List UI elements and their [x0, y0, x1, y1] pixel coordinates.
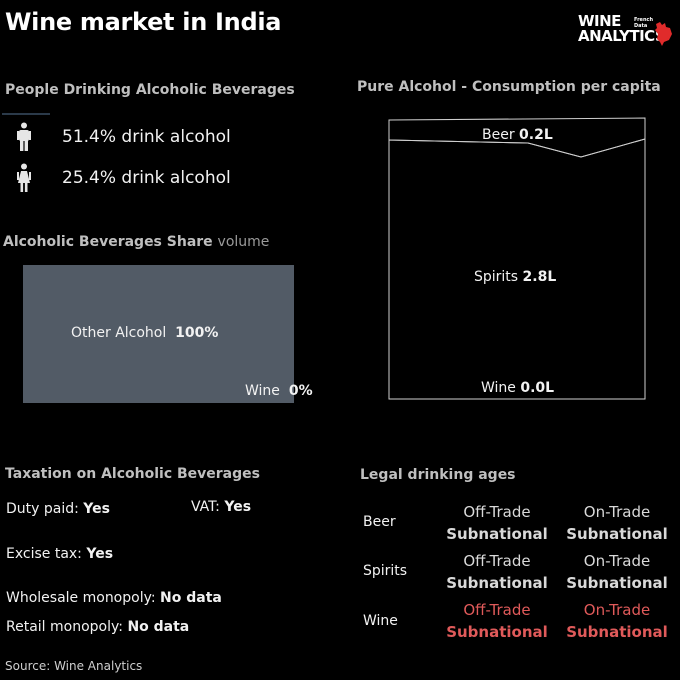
pure-beer-name: Beer [482, 127, 515, 143]
age-wine-off-trade: Off-Trade Subnational [432, 599, 562, 643]
pure-spirits-name: Spirits [474, 269, 519, 285]
age-spirits-off-value: Subnational [446, 574, 548, 592]
age-wine-off-label: Off-Trade [463, 601, 531, 619]
people-underline [2, 113, 50, 115]
age-row-beer-label: Beer [363, 514, 396, 530]
tax-vat-value: Yes [224, 499, 252, 515]
share-heading: Alcoholic Beverages Share volume [3, 234, 269, 250]
pure-heading: Pure Alcohol - Consumption per capita [357, 79, 661, 95]
male-row: 51.4% drink alcohol [16, 122, 231, 152]
logo-sub2: Data [634, 23, 648, 29]
age-row-spirits-label: Spirits [363, 563, 408, 579]
share-label-wine: Wine 0% [245, 383, 313, 399]
age-beer-on-value: Subnational [566, 525, 668, 543]
age-spirits-off-trade: Off-Trade Subnational [432, 550, 562, 594]
tax-wholesale: Wholesale monopoly: No data [6, 590, 222, 606]
tax-excise: Excise tax: Yes [6, 546, 113, 562]
age-wine-on-label: On-Trade [583, 601, 651, 619]
logo-line2: ANALYTICS [578, 27, 666, 45]
share-wine-value: 0% [288, 383, 313, 399]
share-other-value: 100% [175, 325, 219, 341]
pure-wine-value: 0.0L [520, 380, 555, 396]
pure-beer-value: 0.2L [519, 127, 553, 143]
female-row: 25.4% drink alcohol [16, 163, 231, 193]
tax-retail-value: No data [127, 619, 190, 635]
pure-label-spirits: Spirits 2.8L [474, 269, 556, 285]
logo-text: WINE ANALYTICS [578, 12, 666, 45]
tax-vat-label: VAT: [191, 499, 220, 515]
age-beer-on-trade: On-Trade Subnational [552, 501, 680, 545]
tax-retail: Retail monopoly: No data [6, 619, 189, 635]
pure-alcohol-chart [388, 117, 646, 400]
age-beer-off-label: Off-Trade [463, 503, 531, 521]
share-heading-main: Alcoholic Beverages Share [3, 234, 213, 250]
tax-wholesale-label: Wholesale monopoly: [6, 590, 156, 606]
female-person-icon [17, 163, 31, 192]
male-drink-text: 51.4% drink alcohol [62, 127, 231, 147]
age-spirits-on-value: Subnational [566, 574, 668, 592]
age-beer-off-trade: Off-Trade Subnational [432, 501, 562, 545]
logo-line1: WINE [578, 12, 621, 30]
people-heading: People Drinking Alcoholic Beverages [5, 82, 295, 98]
taxation-heading: Taxation on Alcoholic Beverages [5, 466, 260, 482]
tax-excise-value: Yes [86, 546, 114, 562]
tax-duty-label: Duty paid: [6, 501, 79, 517]
age-row-wine-label: Wine [363, 613, 398, 629]
age-wine-on-trade: On-Trade Subnational [552, 599, 680, 643]
male-person-icon [17, 122, 31, 151]
share-other-name: Other Alcohol [71, 325, 167, 341]
ages-heading: Legal drinking ages [360, 467, 516, 483]
age-wine-on-value: Subnational [566, 623, 668, 641]
tax-wholesale-value: No data [160, 590, 222, 606]
share-label-other: Other Alcohol 100% [71, 325, 218, 341]
tax-vat: VAT: Yes [191, 499, 251, 515]
page-title: Wine market in India [5, 8, 282, 36]
share-wine-name: Wine [245, 383, 280, 399]
share-heading-suffix: volume [217, 234, 270, 250]
tax-duty-value: Yes [83, 501, 110, 517]
pure-wine-name: Wine [481, 380, 516, 396]
rooster-icon [655, 22, 672, 46]
age-beer-off-value: Subnational [446, 525, 548, 543]
tax-duty: Duty paid: Yes [6, 501, 110, 517]
age-wine-off-value: Subnational [446, 623, 548, 641]
age-spirits-on-label: On-Trade [583, 552, 651, 570]
age-spirits-off-label: Off-Trade [463, 552, 531, 570]
pure-label-beer: Beer 0.2L [482, 127, 553, 143]
tax-retail-label: Retail monopoly: [6, 619, 123, 635]
wine-analytics-logo: WINE ANALYTICS French Data [578, 14, 674, 50]
age-spirits-on-trade: On-Trade Subnational [552, 550, 680, 594]
pure-area-spirits [388, 138, 646, 400]
source-note: Source: Wine Analytics [5, 659, 143, 673]
share-bar-other-alcohol [23, 265, 294, 403]
pure-label-wine: Wine 0.0L [481, 380, 554, 396]
tax-excise-label: Excise tax: [6, 546, 82, 562]
logo-sub: French Data [634, 17, 653, 29]
pure-spirits-value: 2.8L [522, 269, 557, 285]
age-beer-on-label: On-Trade [583, 503, 651, 521]
female-drink-text: 25.4% drink alcohol [62, 168, 231, 188]
logo-sub1: French [634, 17, 654, 23]
